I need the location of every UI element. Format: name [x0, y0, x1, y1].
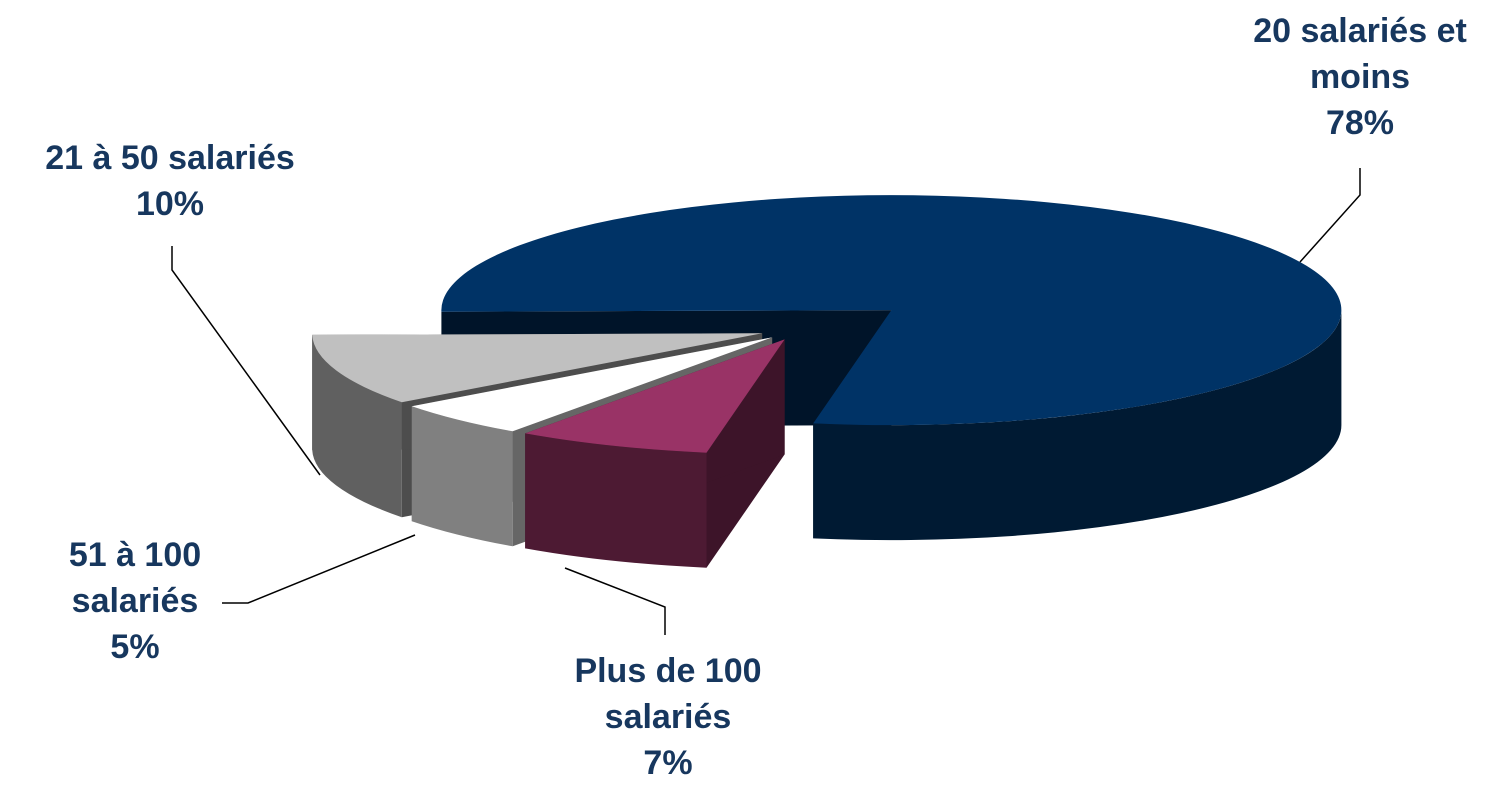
slice-wall: [813, 310, 1342, 541]
slice-label: 21 à 50 salariés 10%: [0, 135, 350, 227]
pie-slice: [312, 333, 763, 403]
pie-slice: [525, 339, 785, 453]
value-label: 78%: [1325, 104, 1395, 142]
value-label: 10%: [135, 185, 205, 223]
slice-label: Plus de 100 salariés 7%: [538, 648, 798, 786]
slice-wall: [411, 406, 513, 547]
pie-slice: [411, 337, 773, 432]
slice-label: 51 à 100 salariés 5%: [35, 532, 235, 670]
leader-line: [222, 534, 416, 604]
leader-line: [1299, 168, 1361, 263]
category-label: 21 à 50 salariés: [45, 139, 295, 177]
slice-wall: [312, 334, 402, 518]
category-label: Plus de 100 salariés: [574, 652, 762, 736]
value-label: 7%: [643, 744, 693, 782]
pie-slice: [441, 195, 1342, 426]
leader-line: [171, 246, 321, 476]
slice-wall: [525, 433, 707, 568]
slice-label: 20 salariés et moins 78%: [1215, 8, 1501, 146]
leader-line: [564, 567, 666, 635]
category-label: 20 salariés et moins: [1253, 12, 1467, 96]
slices: [312, 195, 1342, 568]
category-label: 51 à 100 salariés: [68, 536, 202, 620]
leader-lines: [171, 168, 1361, 635]
value-label: 5%: [110, 628, 160, 666]
